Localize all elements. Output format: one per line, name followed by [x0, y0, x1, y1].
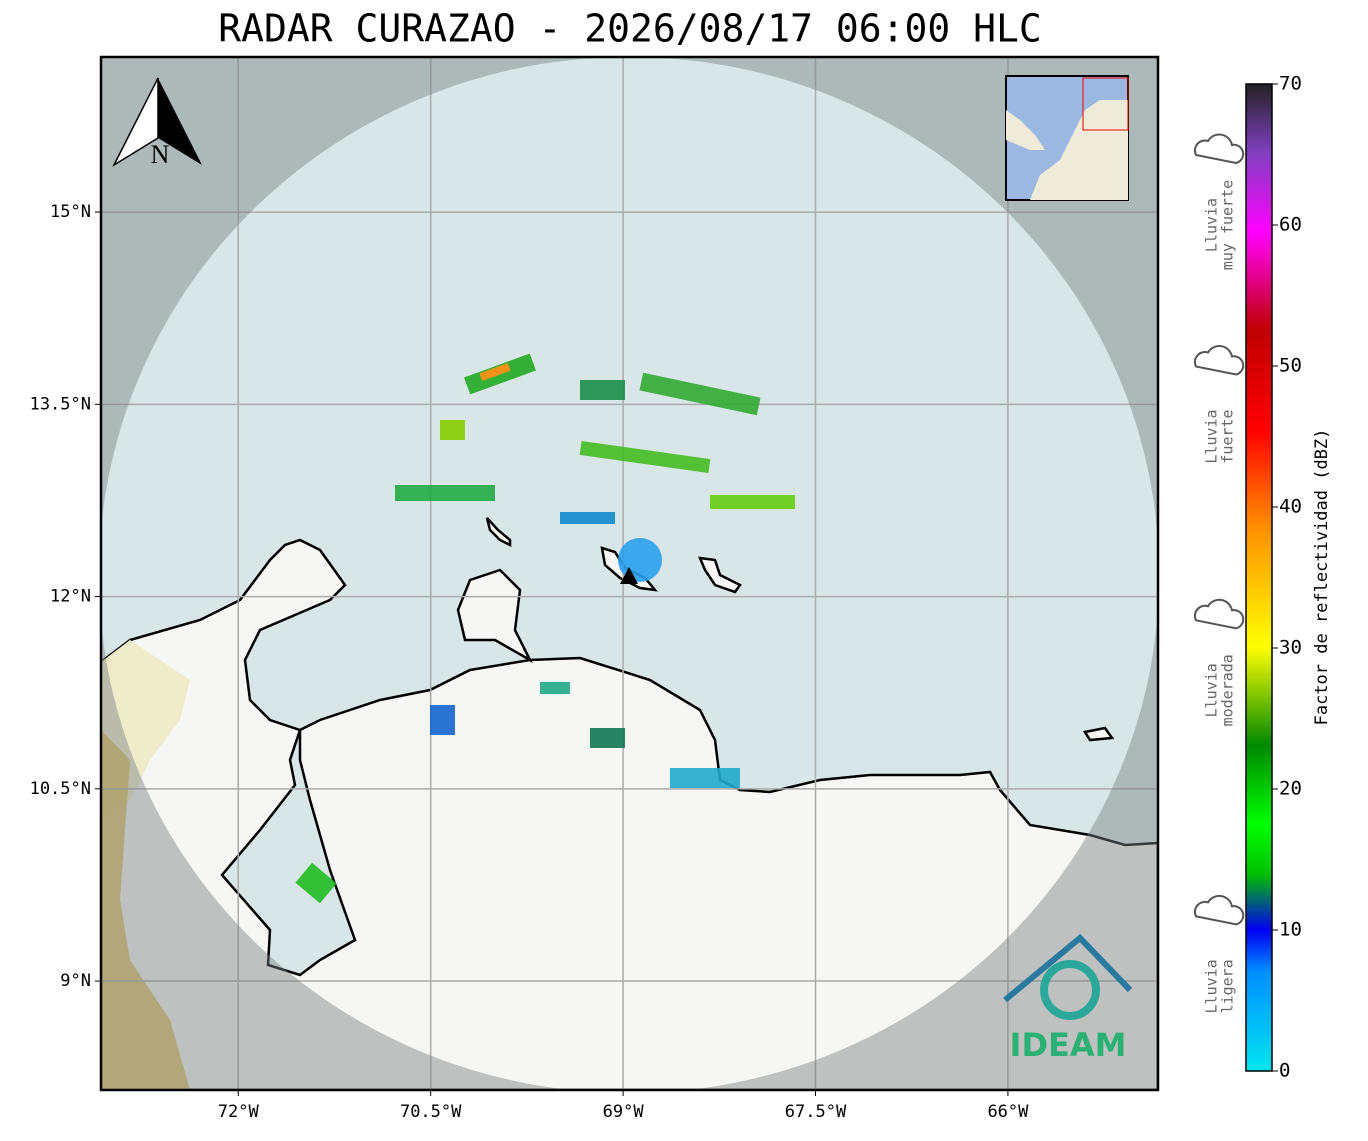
echo [560, 512, 615, 524]
title: RADAR CURAZAO - 2026/08/17 06:00 HLC [218, 7, 1042, 51]
colorbar-tick-label: 20 [1279, 778, 1302, 800]
colorbar-tick-label: 50 [1279, 355, 1302, 377]
y-tick-label: 13.5°N [30, 394, 91, 414]
rain-label: fuerte [1219, 409, 1237, 463]
inset-map [1005, 75, 1129, 201]
rain-label: Lluvia [1203, 663, 1221, 717]
colorbar-tick-label: 30 [1279, 637, 1302, 659]
rain-label: moderada [1219, 654, 1237, 726]
radar-echoes [295, 353, 795, 904]
logo-text: IDEAM [1010, 1026, 1127, 1064]
x-tick-label: 72°W [218, 1102, 260, 1122]
x-tick-label: 69°W [603, 1102, 645, 1122]
echo [580, 380, 625, 400]
north-arrow: N [112, 77, 202, 169]
rain-label: Lluvia [1203, 409, 1221, 463]
cloud-icon [1193, 894, 1245, 926]
x-tick-label: 70.5°W [400, 1102, 462, 1122]
map-frame [99, 55, 1160, 1092]
y-tick-label: 15°N [50, 202, 91, 222]
colorbar-label: Factor de reflectividad (dBZ) [1312, 429, 1332, 726]
echo [670, 768, 740, 788]
relief [101, 730, 190, 1090]
axes: 72°W 70.5°W 69°W 67.5°W 66°W 15°N 13.5°N 12°N 10… [30, 202, 1030, 1122]
bonaire [698, 556, 742, 594]
x-tick-label: 67.5°W [785, 1102, 847, 1122]
aruba [485, 517, 512, 548]
north-label: N [151, 140, 170, 169]
logo: IDEAM [1003, 933, 1133, 1064]
rain-label: ligera [1219, 959, 1237, 1013]
island [1082, 726, 1115, 742]
echo [479, 363, 511, 381]
map-area: N IDEAM [101, 57, 1158, 1090]
colorbar-tick-label: 60 [1279, 214, 1302, 236]
y-tick-label: 9°N [60, 971, 91, 991]
coastline [101, 538, 1158, 1090]
colorbar-tick-label: 10 [1279, 919, 1302, 941]
echo [579, 441, 711, 473]
echo [540, 682, 570, 694]
rain-label: Lluvia [1203, 959, 1221, 1013]
colorbar-tick-label: 70 [1279, 73, 1302, 95]
cloud-icon [1193, 133, 1245, 165]
y-tick-label: 12°N [50, 587, 91, 607]
colorbar-tick-label: 0 [1279, 1060, 1290, 1082]
echo [639, 372, 761, 416]
radar-site [620, 567, 638, 584]
colorbar-tick-label: 40 [1279, 496, 1302, 518]
cloud-icon [1193, 598, 1245, 630]
cloud-icon [1193, 345, 1245, 376]
echo [430, 705, 455, 735]
colorbar [1245, 83, 1273, 1072]
colorbar-axis: 0 10 20 30 40 50 60 70 [1272, 73, 1302, 1082]
echo [710, 495, 795, 509]
graticule [101, 57, 1158, 1090]
echo [440, 420, 465, 440]
rain-label: Lluvia [1203, 198, 1221, 252]
echo [395, 485, 495, 501]
echo [590, 728, 625, 748]
rain-label: muy fuerte [1219, 180, 1237, 270]
echo [295, 862, 337, 904]
x-tick-label: 66°W [987, 1102, 1029, 1122]
y-tick-label: 10.5°N [30, 779, 91, 799]
lake-maracaibo [220, 729, 357, 977]
paraguana [456, 568, 533, 664]
